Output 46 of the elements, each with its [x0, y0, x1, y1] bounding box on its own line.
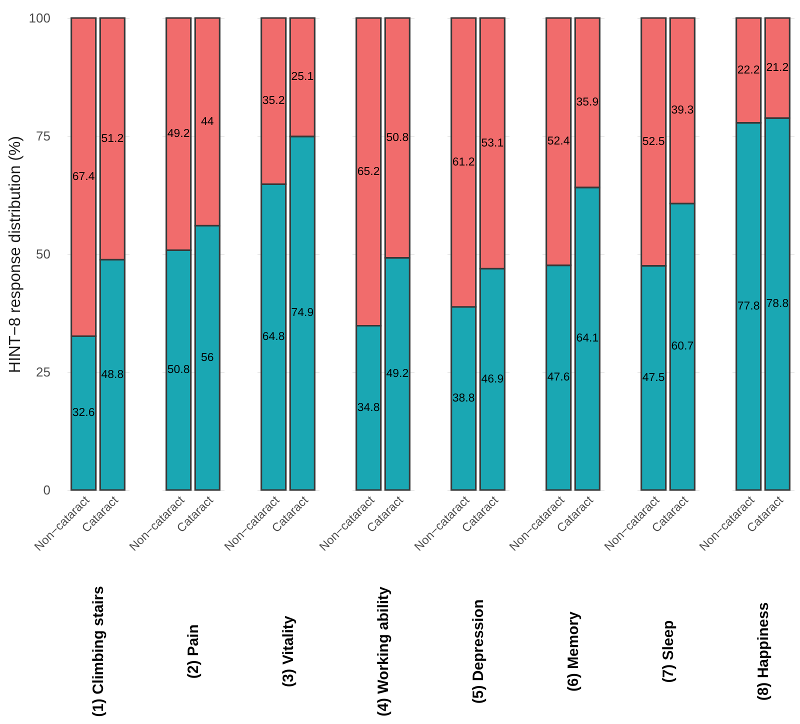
data-label: 22.2: [737, 64, 760, 76]
data-label: 46.9: [481, 373, 504, 386]
data-label: 49.2: [167, 128, 190, 140]
y-axis-title: HINT−8 response distribution (%): [6, 136, 24, 373]
data-label: 47.5: [642, 372, 665, 384]
text: (8) Happiness: [755, 602, 772, 701]
y-tick-label: 75: [36, 128, 50, 144]
data-label: 34.8: [357, 402, 380, 414]
data-label: 64.1: [576, 332, 599, 345]
data-label: 77.8: [737, 300, 760, 312]
data-label: 39.3: [671, 104, 694, 117]
text: (2) Pain: [185, 624, 202, 679]
data-label: 52.5: [642, 136, 665, 148]
text: (1) Climbing stairs: [90, 586, 107, 717]
data-label: 25.1: [291, 71, 314, 84]
data-label: 44: [201, 116, 214, 128]
y-tick-label: 25: [36, 364, 50, 380]
data-label: 67.4: [72, 171, 96, 184]
data-label: 49.2: [386, 368, 409, 380]
data-label: 38.8: [452, 392, 475, 404]
data-label: 35.9: [576, 96, 599, 109]
data-label: 50.8: [386, 132, 409, 144]
data-label: 60.7: [671, 340, 694, 353]
data-label: 64.8: [262, 331, 285, 344]
data-label: 50.8: [167, 364, 190, 376]
data-label: 51.2: [101, 132, 124, 145]
data-label: 21.2: [766, 62, 789, 74]
data-label: 74.9: [291, 307, 314, 320]
y-tick-label: 0: [43, 482, 50, 498]
data-label: 65.2: [357, 166, 380, 178]
data-label: 52.4: [547, 136, 570, 148]
data-label: 48.8: [101, 368, 124, 381]
y-tick-label: 50: [36, 246, 50, 262]
text: (5) Depression: [470, 599, 487, 704]
text: (4) Working ability: [375, 586, 392, 716]
data-label: 47.6: [547, 372, 570, 384]
data-label: 61.2: [452, 156, 475, 168]
text: (7) Sleep: [660, 620, 677, 683]
text: (6) Memory: [565, 610, 582, 692]
data-label: 56: [201, 352, 214, 364]
data-label: 53.1: [481, 137, 504, 150]
y-tick-label: 100: [28, 10, 50, 26]
data-label: 32.6: [72, 407, 95, 420]
text: (3) Vitality: [280, 615, 297, 688]
data-label: 78.8: [766, 298, 789, 310]
data-label: 35.2: [262, 95, 285, 108]
